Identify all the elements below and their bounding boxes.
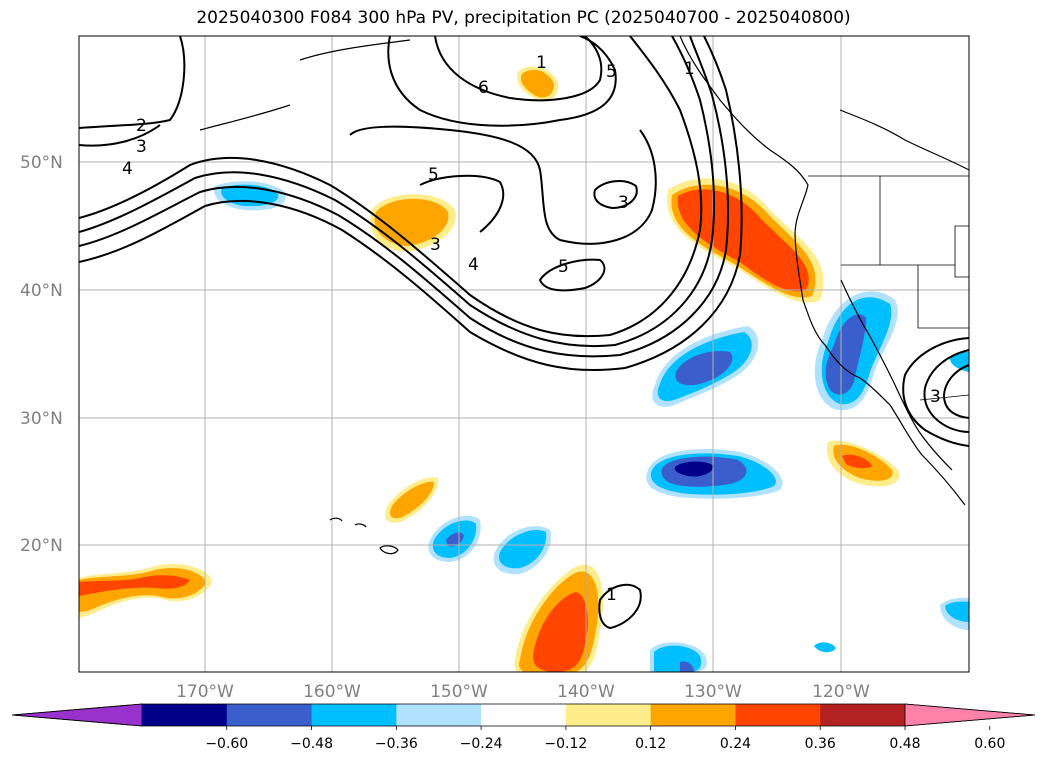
- contour-labels: 2 3 4 6 5 5 3 4 3 1 5 1 1 3: [122, 53, 941, 605]
- colorbar-tick-label: 0.60: [974, 736, 1005, 752]
- gridlines: [79, 36, 969, 672]
- contour-label-4b: 4: [468, 255, 479, 275]
- contour-label-1b: 1: [606, 585, 617, 605]
- colorbar-tick-label: 0.36: [805, 736, 836, 752]
- colorbar-tick-label: −0.48: [290, 736, 333, 752]
- map-frame: [78, 35, 970, 673]
- precip-positive-155w-core: [374, 198, 449, 246]
- contour-label-3d: 3: [930, 387, 941, 407]
- pv-contours: [79, 36, 969, 630]
- colorbar-segment: [735, 704, 821, 726]
- colorbar-segment: [820, 704, 906, 726]
- colorbar-segment: [565, 704, 652, 726]
- colorbar-segment: [396, 704, 482, 726]
- colorbar-tick-label: 0.48: [889, 736, 920, 752]
- contour-label-5c: 5: [606, 62, 617, 82]
- colorbar-over-arrow: [904, 703, 1036, 727]
- lat-label-30: 30°N: [20, 409, 63, 429]
- colorbar: −0.60 −0.48 −0.36 −0.24 −0.12 0.12 0.24 0.36 0.4…: [11, 703, 1036, 752]
- colorbar-tick-label: −0.60: [205, 736, 248, 752]
- colorbar-tick-label: −0.24: [460, 736, 503, 752]
- contour-label-3: 3: [136, 137, 147, 157]
- lat-label-40: 40°N: [20, 281, 63, 301]
- colorbar-under-arrow: [11, 703, 143, 727]
- latitude-labels: 50°N 40°N 30°N 20°N: [20, 153, 63, 556]
- precip-shading: [79, 66, 969, 672]
- colorbar-segment: [226, 704, 313, 726]
- colorbar-segment: [311, 704, 397, 726]
- lon-label-120: 120°W: [812, 682, 870, 702]
- colorbar-tick-label: −0.12: [544, 736, 587, 752]
- colorbar-segment: [481, 704, 567, 726]
- contour-label-4: 4: [122, 159, 133, 179]
- colorbar-tick-label: 0.12: [635, 736, 666, 752]
- contour-label-7: 1: [536, 53, 547, 73]
- borders: [808, 175, 969, 401]
- lon-label-140: 140°W: [557, 682, 615, 702]
- map-area: 2 3 4 6 5 5 3 4 3 1 5 1 1 3: [79, 36, 969, 672]
- longitude-labels: 170°W 160°W 150°W 140°W 130°W 120°W: [176, 682, 870, 702]
- lat-label-50: 50°N: [20, 153, 63, 173]
- colorbar-outline: [11, 703, 1036, 727]
- lon-label-130: 130°W: [684, 682, 742, 702]
- colorbar-segment: [650, 704, 736, 726]
- contour-label-2: 2: [136, 116, 147, 136]
- lon-label-160: 160°W: [303, 682, 361, 702]
- contour-label-3b: 3: [618, 193, 629, 213]
- lat-label-20: 20°N: [20, 536, 63, 556]
- contour-label-5b: 5: [558, 257, 569, 277]
- lon-label-150: 150°W: [430, 682, 488, 702]
- colorbar-tick-label: −0.36: [375, 736, 418, 752]
- contour-label-1a: 1: [684, 59, 695, 79]
- contour-label-3c: 3: [430, 235, 441, 255]
- precip-positive-nw-max: [677, 189, 809, 292]
- map-title: 2025040300 F084 300 hPa PV, precipitatio…: [196, 8, 851, 28]
- colorbar-segment: [142, 704, 228, 726]
- contour-label-5a: 5: [428, 165, 439, 185]
- coastlines: [199, 36, 969, 555]
- colorbar-tick-label: 0.24: [720, 736, 751, 752]
- contour-label-6: 6: [478, 78, 489, 98]
- lon-label-170: 170°W: [176, 682, 234, 702]
